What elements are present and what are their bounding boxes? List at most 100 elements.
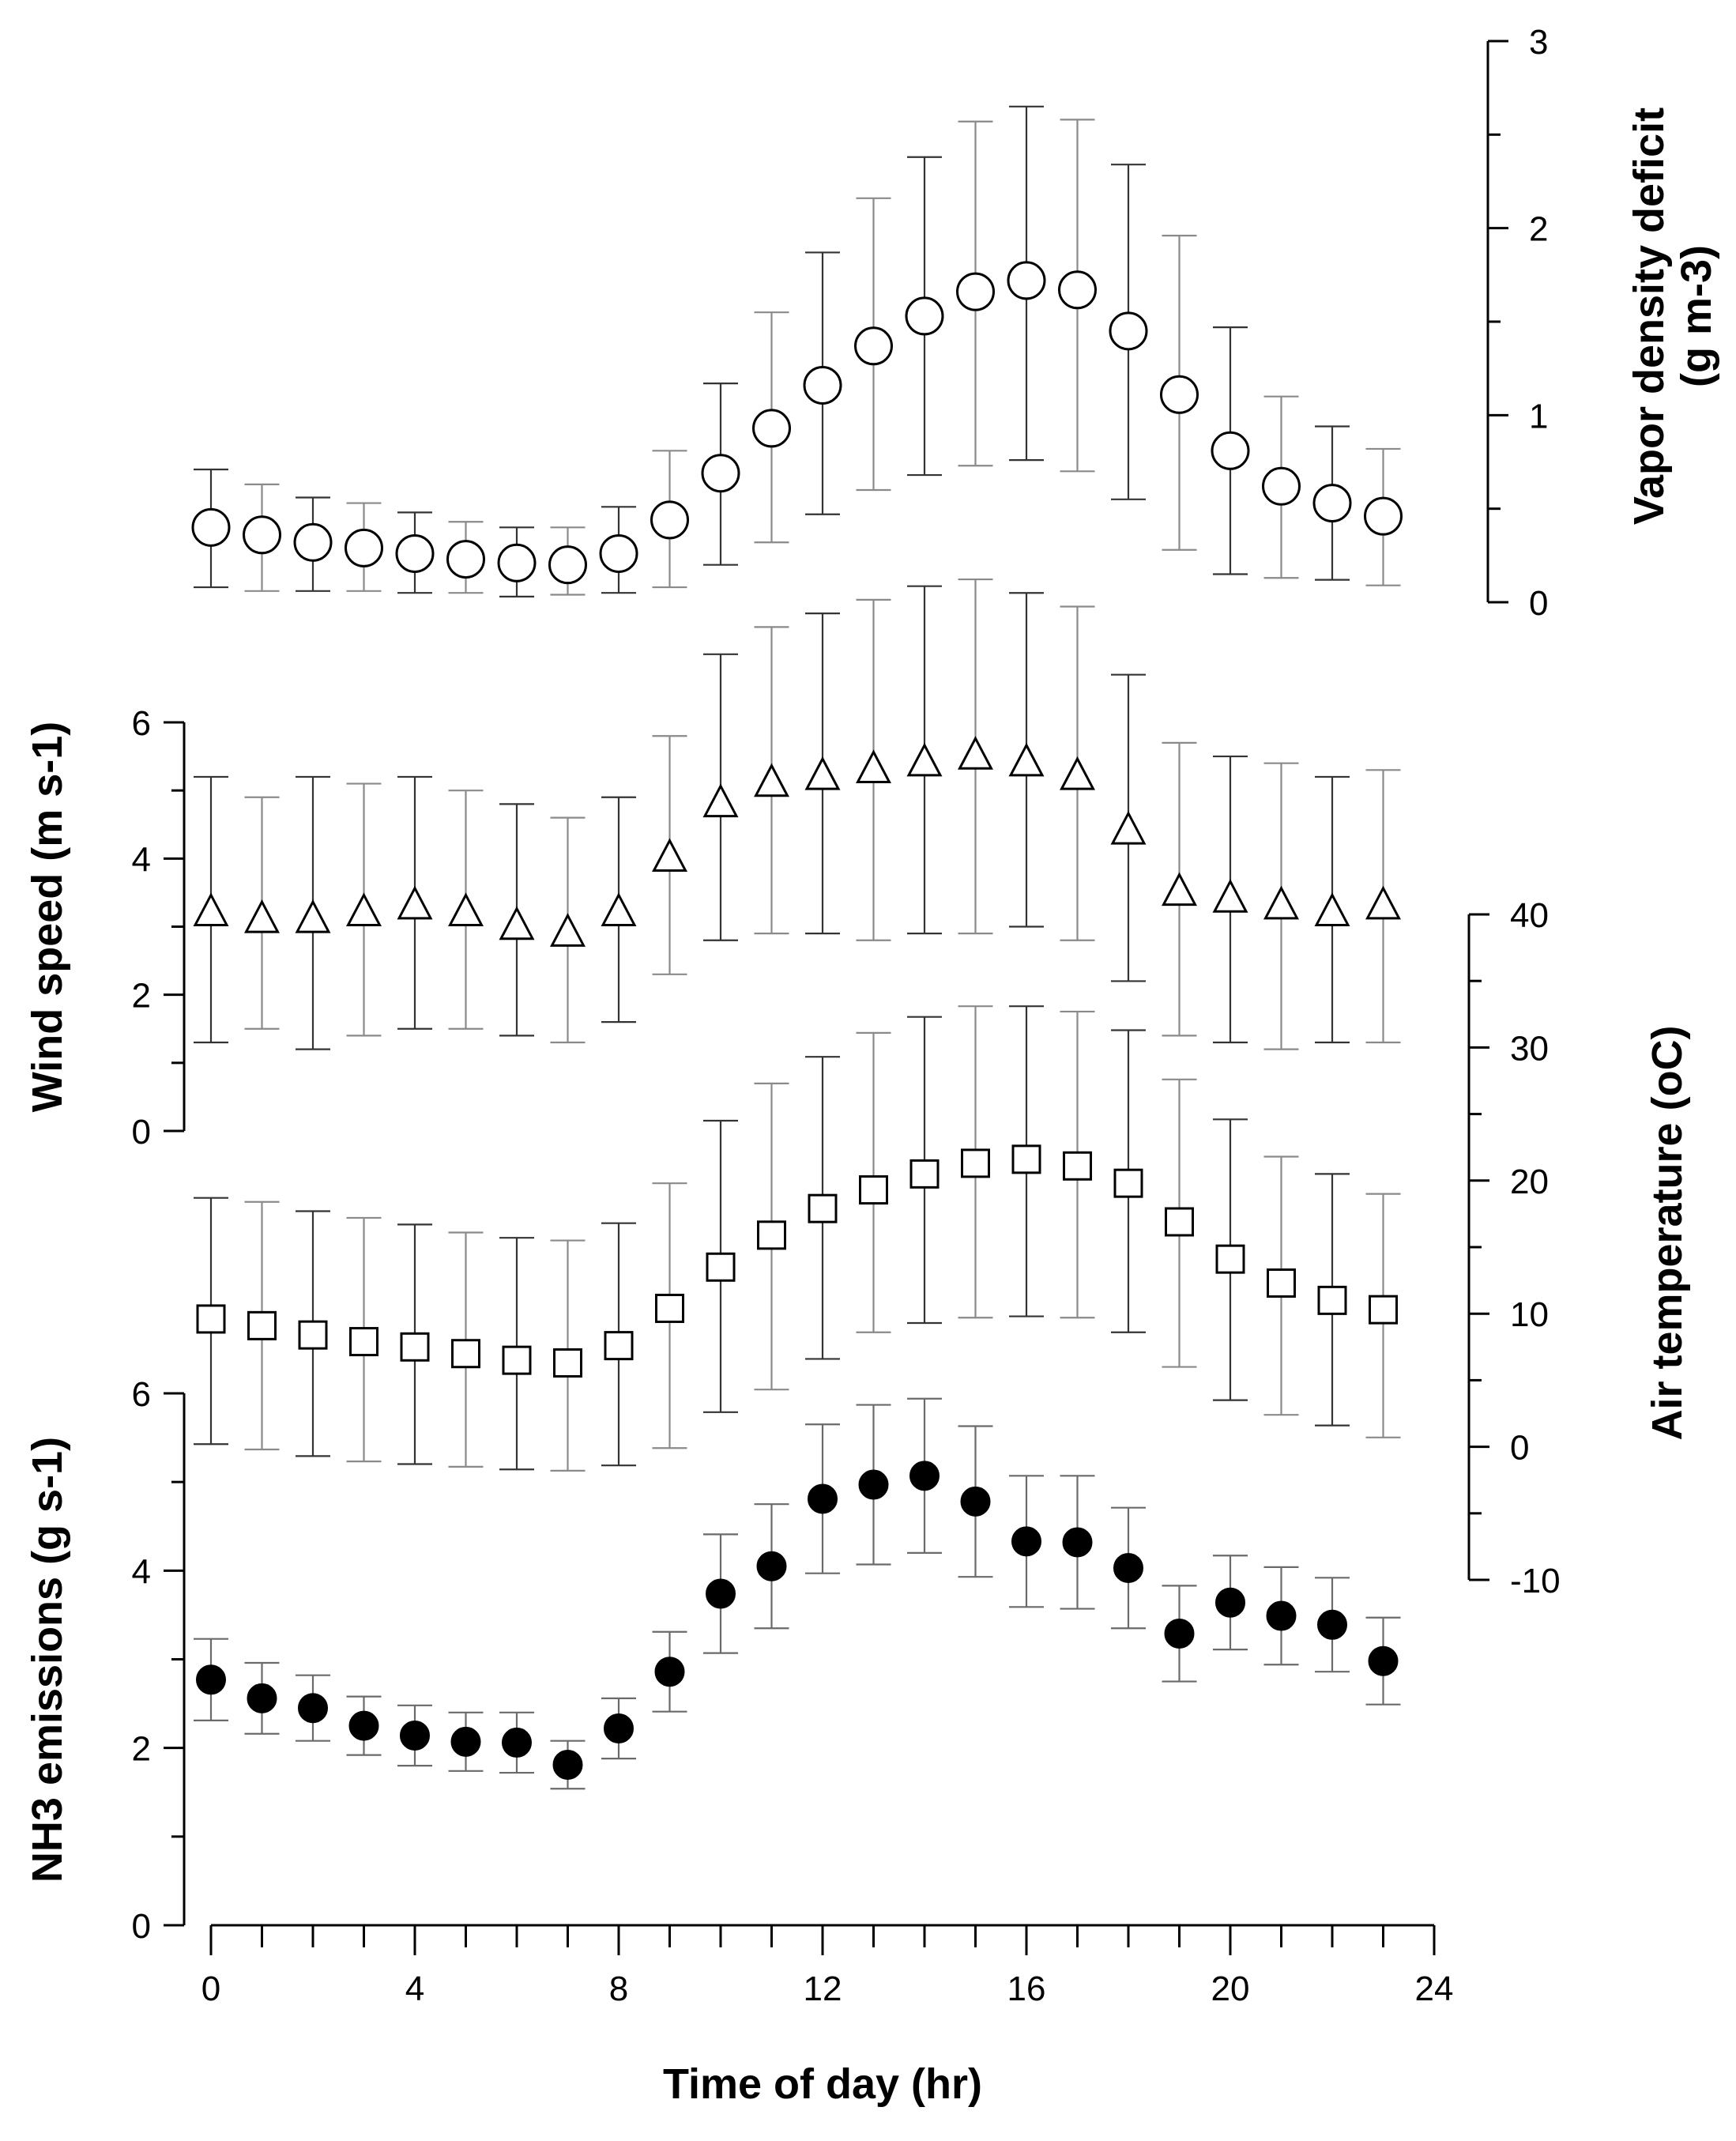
wind-point [1212,879,1248,913]
wind-y-tick-label: 0 [132,1113,151,1152]
wind-axis-title: Wind speed (m s-1) [24,722,71,1113]
vdd-y-tick-label: 1 [1529,397,1548,435]
wind-point [1110,810,1147,845]
vdd-point [1160,375,1199,414]
nh3-point [1164,1618,1195,1649]
temp-point [400,1332,430,1362]
x-tick-label: 0 [201,1969,220,2008]
temp-point [706,1252,736,1282]
temp-point [196,1304,226,1334]
nh3-point [909,1461,940,1491]
wind-point [244,899,280,933]
temp-point [757,1220,786,1250]
nh3-point [1062,1527,1093,1558]
vdd-y-tick-label: 2 [1529,210,1548,249]
wind-point [856,749,891,784]
nh3-point [348,1710,379,1741]
vdd-point [395,533,435,573]
vdd-point [599,533,638,573]
temp-point [808,1193,838,1223]
nh3-point [604,1713,634,1743]
x-tick-label: 4 [405,1969,424,2008]
wind-point [702,783,739,818]
temp-point [298,1320,328,1350]
temp-point [961,1148,990,1178]
vdd-point [1364,496,1403,536]
vdd-point [854,326,893,366]
wind-point [295,899,331,933]
vdd-axis-units: (g m-3) [1673,245,1720,387]
vdd-point [548,545,587,585]
x-tick-label: 24 [1415,1969,1454,2008]
wind-point [906,742,943,777]
wind-point [804,756,841,790]
markers-layer [191,261,1403,1780]
wind-point [397,885,433,920]
nh3-point [1215,1587,1245,1618]
vdd-point [650,500,689,540]
nh3-point [1317,1609,1347,1640]
temp-y-tick-label: 0 [1510,1429,1529,1468]
nh3-point [298,1693,328,1724]
wind-point [550,913,586,947]
wind-point [601,892,637,926]
x-tick-label: 20 [1211,1969,1250,2008]
vdd-point [905,296,944,336]
wind-point [754,763,789,797]
x-tick-label: 8 [609,1969,628,2008]
nh3-point [756,1551,787,1581]
temp-point [859,1175,888,1205]
wind-point [1365,885,1401,920]
x-axis-title: Time of day (hr) [663,2060,982,2108]
nh3-point [858,1469,889,1500]
vdd-point [243,515,281,555]
nh3-point [1113,1552,1143,1583]
vdd-point [1262,466,1301,506]
vdd-point [293,522,333,562]
temp-point [655,1293,684,1323]
wind-point [1263,885,1299,920]
vdd-point [1109,311,1148,351]
vdd-point [956,272,995,311]
nh3-point [654,1657,685,1687]
temp-point [1165,1207,1194,1237]
temp-point [1267,1268,1296,1298]
vdd-point [1312,484,1352,523]
vdd-point [1058,270,1097,310]
temp-point [451,1339,480,1369]
wind-y-tick-label: 2 [132,977,151,1016]
temp-y-tick-label: 10 [1510,1295,1549,1334]
error-bars-layer [194,105,1401,1790]
x-tick-label: 16 [1007,1969,1046,2008]
vdd-y-tick-label: 0 [1529,584,1548,623]
vdd-point [701,454,740,493]
nh3-axis-title: NH3 emissions (g s-1) [24,1437,71,1883]
temp-point [1215,1244,1245,1274]
temp-point [247,1310,277,1340]
nh3-y-tick-label: 0 [132,1907,151,1946]
axes-layer [164,40,1508,1955]
wind-point [958,736,993,770]
nh3-point [960,1486,991,1517]
vdd-point [752,409,791,448]
nh3-point [706,1578,736,1609]
nh3-y-tick-label: 2 [132,1730,151,1769]
nh3-point [450,1726,481,1757]
vdd-point [803,365,842,405]
wind-point [1162,872,1197,907]
wind-point [448,892,484,926]
temp-point [1113,1168,1143,1198]
temp-y-tick-label: 20 [1510,1163,1549,1201]
vdd-point [345,528,383,567]
vdd-y-tick-label: 3 [1529,23,1548,62]
temp-point [1011,1144,1041,1174]
wind-y-tick-label: 6 [132,704,151,743]
nh3-point [552,1749,583,1780]
temp-point [553,1348,582,1378]
vdd-point [446,540,485,579]
temp-y-tick-label: 30 [1510,1029,1549,1068]
wind-point [193,892,229,926]
nh3-point [247,1683,277,1713]
